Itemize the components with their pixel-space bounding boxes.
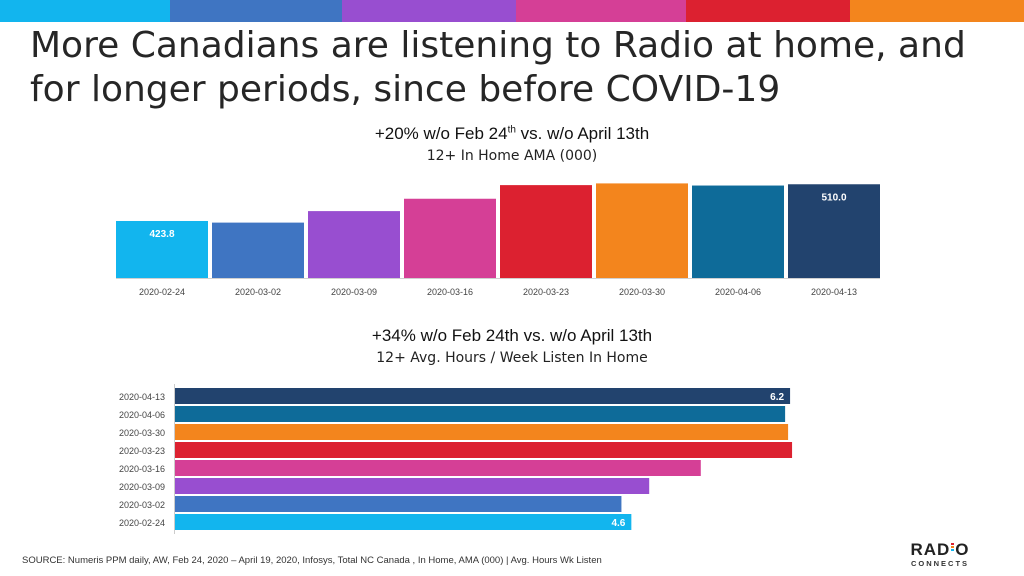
slide-title: More Canadians are listening to Radio at… [30,25,966,110]
hours-tick-label: 2020-04-06 [119,410,165,420]
chart1-title-sup: th [507,124,516,136]
hours-tick-label: 2020-04-13 [119,392,165,402]
hours-tick-label: 2020-03-16 [119,464,165,474]
chart1-title-main: +20% w/o Feb 24 [374,124,508,143]
ama-bar-2020-03-09 [308,211,400,278]
chart2-heading: +34% w/o Feb 24th vs. w/o April 13th 12+… [0,326,1024,366]
ama-tick-label: 2020-04-06 [715,287,761,297]
hours-bar-2020-03-02 [175,496,622,512]
stripe-segment-4 [516,0,686,22]
hours-bar-2020-03-09 [175,478,650,494]
hours-bar-chart: 2020-04-13 6.2 2020-04-06 2020-03-30 2020-03… [119,384,793,534]
hours-tick-label: 2020-02-24 [119,518,165,528]
hours-bar-2020-02-24 [175,514,632,530]
ama-tick-label: 2020-04-13 [811,287,857,297]
stripe-segment-2 [170,0,342,22]
logo-bars-icon [951,543,955,552]
chart2-subtitle: 12+ Avg. Hours / Week Listen In Home [376,350,648,366]
hours-data-label: 6.2 [770,392,784,403]
ama-tick-label: 2020-03-16 [427,287,473,297]
chart2-title: +34% w/o Feb 24th vs. w/o April 13th [371,326,653,345]
ama-tick-label: 2020-03-30 [619,287,665,297]
hours-tick-label: 2020-03-23 [119,446,165,456]
ama-data-label: 510.0 [821,192,846,203]
hours-tick-label: 2020-03-30 [119,428,165,438]
stripe-segment-1 [0,0,170,22]
ama-bar-2020-03-23 [500,185,592,278]
ama-tick-label: 2020-03-23 [523,287,569,297]
ama-tick-label: 2020-02-24 [139,287,185,297]
hours-bar-2020-04-06 [175,406,786,422]
ama-bar-2020-04-06 [692,185,784,278]
stripe-segment-5 [686,0,850,22]
stripe-segment-6 [850,0,1024,22]
hours-tick-label: 2020-03-02 [119,500,165,510]
hours-bar-2020-03-23 [175,442,793,458]
logo-subtext: CONNECTS [910,559,970,568]
ama-tick-label: 2020-03-09 [331,287,377,297]
ama-bar-2020-03-02 [212,222,304,278]
radio-connects-logo: RAD O CONNECTS [905,540,975,569]
hours-bar-2020-03-30 [175,424,789,440]
hours-bar-2020-04-13 [175,388,791,404]
ama-bar-2020-03-16 [404,198,496,278]
stripe-segment-3 [342,0,516,22]
ama-bar-chart: 2020-02-24 423.8 2020-03-02 2020-03-09 2020-… [116,183,880,297]
hours-tick-label: 2020-03-09 [119,482,165,492]
logo-wordmark: RAD O [910,540,970,559]
hours-bar-2020-03-16 [175,460,701,476]
hours-data-label: 4.6 [611,518,625,529]
ama-data-label: 423.8 [149,229,174,240]
chart1-heading: +20% w/o Feb 24th vs. w/o April 13th 12+… [0,124,1024,164]
chart1-title: +20% w/o Feb 24th vs. w/o April 13th [0,124,1024,144]
ama-bar-2020-04-13 [788,184,880,278]
source-note: SOURCE: Numeris PPM daily, AW, Feb 24, 2… [22,555,602,566]
chart1-subtitle: 12+ In Home AMA (000) [426,148,598,164]
chart1-title-rest: vs. w/o April 13th [515,124,650,143]
ama-tick-label: 2020-03-02 [235,287,281,297]
top-color-stripe [0,0,1024,22]
ama-bar-2020-03-30 [596,183,688,278]
ama-bar-2020-02-24 [116,220,208,278]
